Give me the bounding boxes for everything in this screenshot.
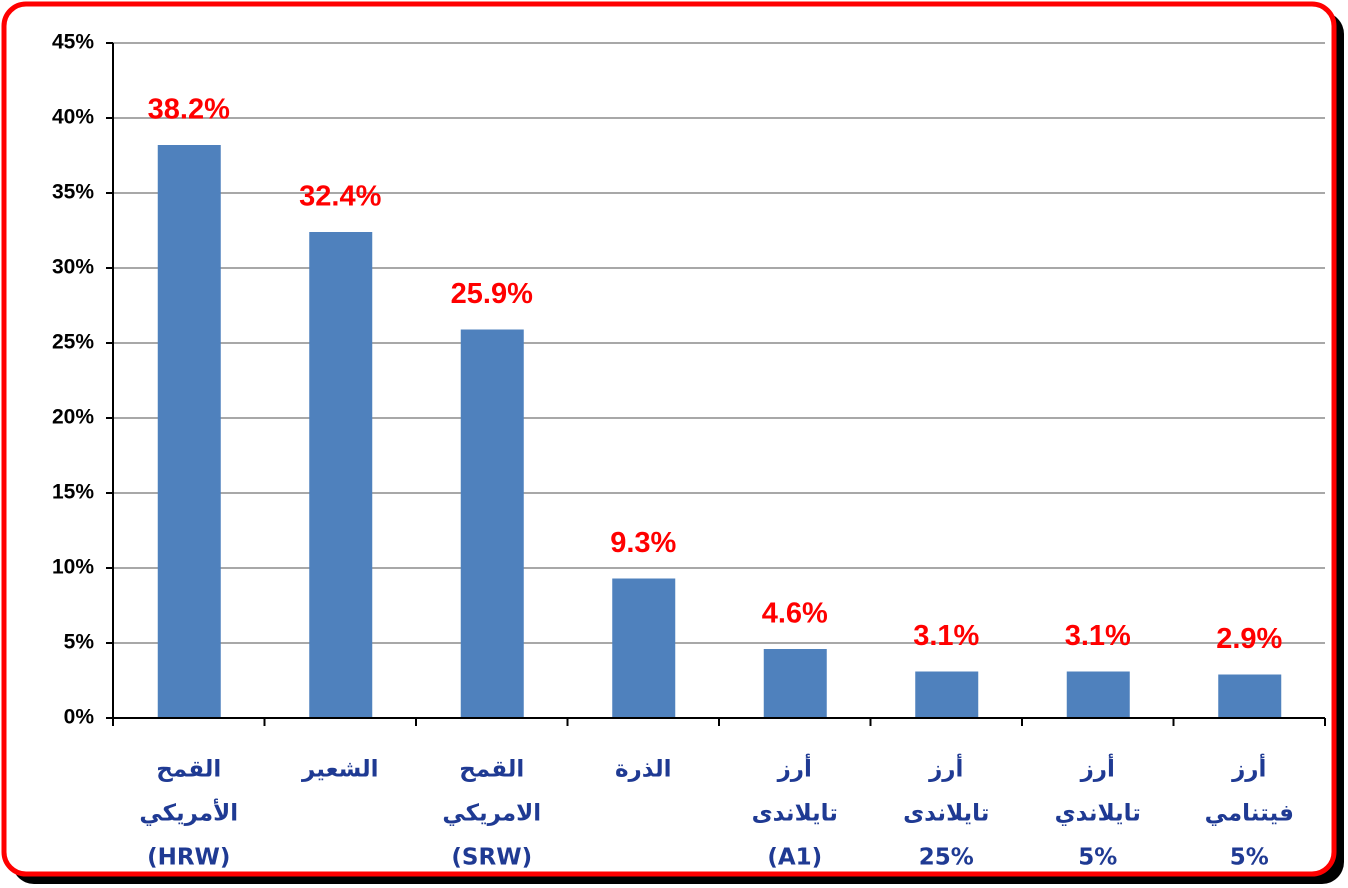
y-tick-label: 5% [64, 631, 95, 654]
x-tick-label: القمح [156, 757, 221, 783]
x-tick-label: الامريكي [442, 801, 541, 827]
x-tick-label: 5% [1230, 845, 1269, 871]
value-label: 38.2% [148, 94, 230, 126]
y-tick-label: 35% [52, 181, 94, 204]
y-tick-label: 15% [52, 481, 94, 504]
x-tick-label: أرز [1080, 753, 1115, 783]
x-tick-label: أرز [777, 753, 812, 783]
bar [309, 232, 373, 718]
x-tick-label: أرز [928, 753, 963, 783]
bar [157, 145, 221, 718]
y-tick-label: 45% [52, 31, 94, 54]
bar [763, 649, 827, 718]
y-tick-label: 0% [64, 706, 95, 729]
y-tick-label: 40% [52, 106, 94, 129]
y-tick-label: 30% [52, 256, 94, 279]
x-tick-label: الشعير [301, 757, 379, 783]
y-tick-label: 20% [52, 406, 94, 429]
value-label: 3.1% [1065, 620, 1131, 652]
x-tick-label: أرز [1231, 753, 1266, 783]
x-tick-label: 5% [1078, 845, 1117, 871]
x-tick-label: فيتنامي [1205, 801, 1294, 827]
x-tick-label: الأمريكي [139, 798, 238, 827]
x-tick-label: (HRW) [147, 845, 230, 871]
x-tick-label: 25% [919, 845, 974, 871]
value-label: 2.9% [1216, 623, 1282, 655]
x-tick-label: القمح [459, 757, 524, 783]
x-tick-label: تايلاندى [903, 801, 989, 827]
x-tick-label: (SRW) [451, 845, 532, 871]
bar [612, 578, 676, 718]
y-tick-label: 10% [52, 556, 94, 579]
x-tick-label: (A1) [767, 845, 822, 871]
value-label: 4.6% [762, 598, 828, 630]
bar [1066, 671, 1130, 718]
value-label: 9.3% [610, 527, 676, 559]
bar [460, 329, 524, 718]
x-tick-label: تايلاندي [1055, 801, 1141, 827]
bar [915, 671, 979, 718]
value-label: 32.4% [299, 181, 381, 213]
y-tick-label: 25% [52, 331, 94, 354]
x-tick-label: تايلاندى [752, 801, 838, 827]
bar [1218, 674, 1282, 718]
x-tick-label: الذرة [615, 757, 672, 783]
value-label: 25.9% [451, 278, 533, 310]
value-label: 3.1% [913, 620, 979, 652]
